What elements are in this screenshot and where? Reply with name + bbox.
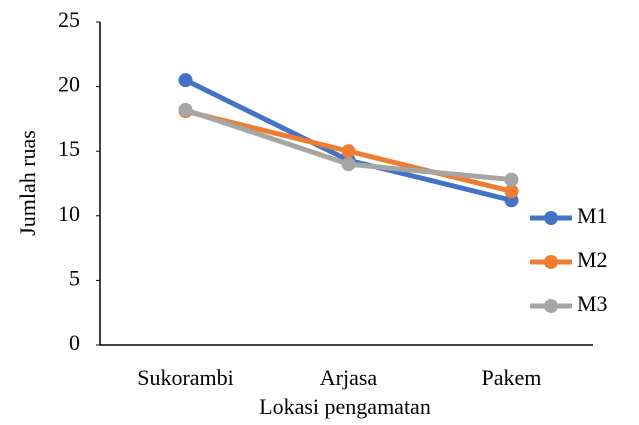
legend-label: M2 bbox=[577, 247, 608, 272]
legend-marker bbox=[544, 211, 558, 225]
x-axis-title: Lokasi pengamatan bbox=[259, 394, 431, 419]
y-tick-label: 15 bbox=[58, 136, 80, 161]
data-point bbox=[504, 172, 519, 187]
legend-marker bbox=[544, 299, 558, 313]
x-tick-label: Arjasa bbox=[320, 365, 378, 390]
data-point bbox=[178, 73, 193, 88]
series-line bbox=[184, 77, 513, 203]
x-tick-label: Sukorambi bbox=[137, 365, 234, 390]
y-tick-label: 0 bbox=[69, 330, 80, 355]
data-point bbox=[504, 184, 519, 199]
legend-marker bbox=[544, 255, 558, 269]
y-tick-label: 20 bbox=[58, 72, 80, 97]
x-tick-label: Pakem bbox=[482, 365, 542, 390]
data-point bbox=[341, 157, 356, 172]
data-point bbox=[341, 144, 356, 159]
legend-label: M1 bbox=[577, 203, 608, 228]
y-tick-label: 5 bbox=[69, 265, 80, 290]
y-axis-title: Jumlah ruas bbox=[15, 130, 40, 236]
y-tick-label: 25 bbox=[58, 7, 80, 32]
y-tick-label: 10 bbox=[58, 201, 80, 226]
legend-label: M3 bbox=[577, 291, 608, 316]
data-point bbox=[178, 102, 193, 117]
